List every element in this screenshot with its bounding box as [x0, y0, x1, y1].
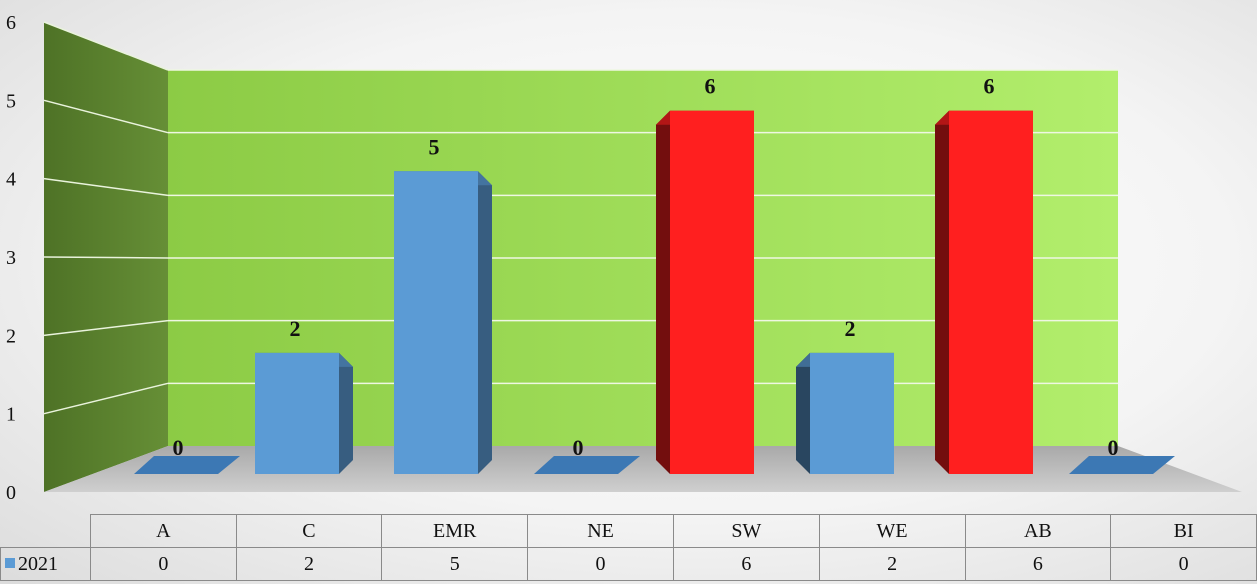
data-label-sw: 6 [705, 74, 716, 99]
bar-c-side [339, 352, 353, 474]
bar-sw-front [670, 110, 754, 474]
data-label-we: 2 [845, 316, 856, 341]
bar-ne [534, 456, 640, 474]
table-category-c: C [235, 514, 383, 548]
data-label-bi: 0 [1108, 435, 1119, 460]
table-value-emr: 5 [381, 547, 529, 581]
series-name-label: 2021 [18, 552, 58, 575]
table-category-ab: AB [964, 514, 1112, 548]
bar-sw-side [656, 110, 670, 474]
gridline [43, 319, 169, 337]
data-label-ab: 6 [984, 74, 995, 99]
bar-sw [656, 110, 754, 474]
gridline [43, 256, 169, 259]
data-label-c: 2 [290, 316, 301, 341]
gridline [43, 177, 169, 197]
bar-emr-side [478, 171, 492, 474]
table-value-ab: 6 [964, 547, 1112, 581]
gridline [43, 382, 169, 415]
legend-entry-2021: 2021 [0, 547, 92, 581]
table-value-a: 0 [90, 547, 237, 581]
bar-we-side [796, 352, 810, 474]
bar-we [796, 352, 894, 474]
data-label-emr: 5 [429, 134, 440, 159]
bar-c [255, 352, 353, 474]
table-value-c: 2 [235, 547, 383, 581]
table-category-bi: BI [1110, 514, 1257, 548]
gridline [43, 21, 169, 71]
y-tick-label: 3 [6, 247, 16, 269]
bar-bi [1069, 456, 1175, 474]
bar-ab [935, 110, 1033, 474]
y-tick-label: 0 [6, 482, 16, 504]
table-category-a: A [90, 514, 237, 548]
y-tick-label: 4 [6, 169, 16, 191]
bar-emr-front [394, 171, 478, 474]
gridline [43, 99, 169, 134]
bar-c-front [255, 352, 339, 474]
table-category-sw: SW [672, 514, 820, 548]
data-label-a: 0 [173, 435, 184, 460]
y-tick-label: 1 [6, 404, 16, 426]
bar-ab-side [935, 110, 949, 474]
table-value-bi: 0 [1110, 547, 1257, 581]
legend-swatch [5, 557, 15, 568]
bar-ab-front [949, 110, 1033, 474]
bar-we-front [810, 352, 894, 474]
bar-chart: 0 1 2 3 4 5 6 0 2 5 0 6 2 6 0 [6, 12, 1242, 504]
data-label-ne: 0 [573, 435, 584, 460]
data-table-corner [1, 515, 91, 548]
y-tick-label: 2 [6, 325, 16, 347]
table-category-we: WE [818, 514, 966, 548]
y-tick-label: 5 [6, 90, 16, 112]
table-value-we: 2 [818, 547, 966, 581]
table-category-ne: NE [527, 514, 674, 548]
table-value-ne: 0 [527, 547, 674, 581]
y-tick-label: 6 [6, 12, 16, 34]
data-table-header-row: A C EMR NE SW WE AB BI [1, 514, 1257, 548]
bar-emr [394, 171, 492, 474]
bar-a [134, 456, 240, 474]
table-value-sw: 6 [672, 547, 820, 581]
table-category-emr: EMR [381, 514, 529, 548]
